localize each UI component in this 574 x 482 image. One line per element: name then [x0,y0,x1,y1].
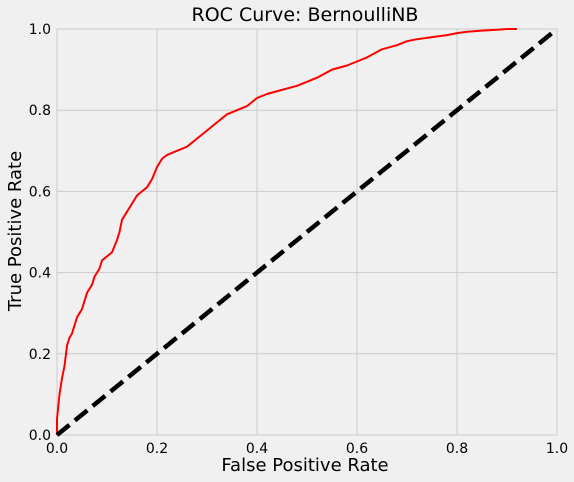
y-tick-label: 0.4 [29,266,51,282]
y-tick-label: 0.8 [29,103,51,119]
y-tick-label: 0.2 [29,347,51,363]
x-tick-label: 0.6 [346,441,368,457]
y-tick-labels: 0.0 0.2 0.4 0.6 0.8 1.0 [29,22,51,444]
y-tick-label: 1.0 [29,22,51,38]
x-tick-label: 0.0 [46,441,68,457]
series-layer [55,27,559,437]
y-axis-label: True Positive Rate [5,151,26,312]
chart-title: ROC Curve: BernoulliNB [192,4,419,26]
y-tick-label: 0.6 [29,184,51,200]
roc-curve-line [56,28,517,435]
x-tick-labels: 0.0 0.2 0.4 0.6 0.8 1.0 [46,441,568,457]
x-tick-label: 0.8 [446,441,468,457]
y-tick-label: 0.0 [29,428,51,444]
diagonal-reference-line [55,27,559,437]
x-axis-label: False Positive Rate [221,455,388,476]
x-tick-label: 1.0 [546,441,568,457]
x-tick-label: 0.4 [246,441,268,457]
grid [56,28,558,436]
x-tick-label: 0.2 [146,441,168,457]
